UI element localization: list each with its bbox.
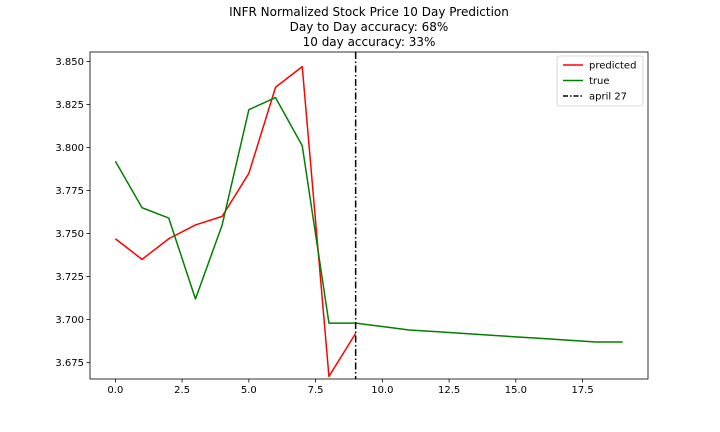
- series-line-predicted: [114, 65, 357, 378]
- y-tick-label: 3.800: [55, 143, 84, 154]
- y-tick-label: 3.700: [55, 315, 84, 326]
- y-axis: 3.675 3.700 3.725 3.750 3.775 3.800 3.825 3.850: [55, 57, 90, 369]
- x-tick-label: 7.5: [308, 385, 324, 396]
- x-tick-label: 2.5: [174, 385, 190, 396]
- y-tick-label: 3.725: [55, 272, 84, 283]
- x-tick-label: 17.5: [571, 385, 593, 396]
- legend-label: april 27: [589, 92, 627, 103]
- y-tick-label: 3.850: [55, 57, 84, 68]
- legend-label: true: [589, 76, 610, 87]
- x-tick-label: 5.0: [241, 385, 257, 396]
- x-tick-label: 10.0: [371, 385, 393, 396]
- y-tick-label: 3.825: [55, 100, 84, 111]
- title-line-1: INFR Normalized Stock Price 10 Day Predi…: [229, 5, 509, 19]
- x-tick-label: 15.0: [505, 385, 527, 396]
- title-line-3: 10 day accuracy: 33%: [303, 35, 436, 49]
- series-line-true: [114, 96, 623, 343]
- y-tick-label: 3.675: [55, 358, 84, 369]
- x-tick-label: 12.5: [438, 385, 460, 396]
- chart-title: INFR Normalized Stock Price 10 Day Predi…: [229, 5, 509, 49]
- y-tick-label: 3.750: [55, 229, 84, 240]
- x-tick-label: 0.0: [107, 385, 123, 396]
- plot-content: [114, 52, 623, 379]
- legend: predicted true april 27: [556, 55, 644, 107]
- y-tick-label: 3.775: [55, 186, 84, 197]
- legend-box: [556, 55, 644, 107]
- plot-frame: [89, 51, 649, 380]
- legend-label: predicted: [589, 61, 636, 72]
- title-line-2: Day to Day accuracy: 68%: [290, 20, 449, 34]
- x-axis: 0.0 2.5 5.0 7.5 10.0 12.5 15.0 17.5: [107, 379, 594, 396]
